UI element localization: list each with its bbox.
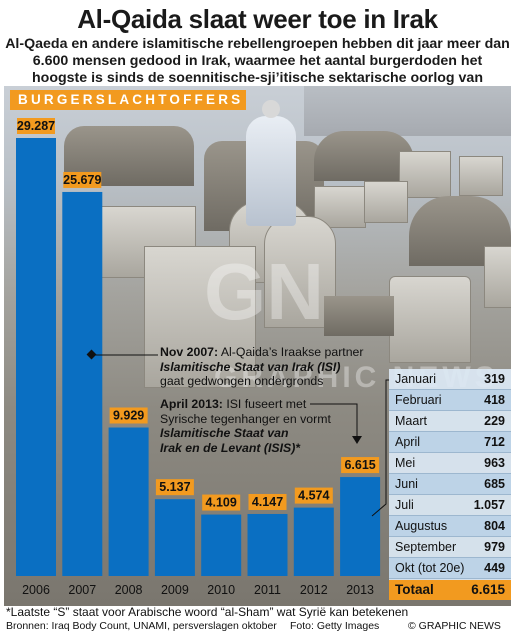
month-value: 712 [484,435,505,449]
bar-2011 [247,513,288,576]
annotation-nov-2007: Nov 2007: Al-Qaida’s Iraakse partner Isl… [160,345,363,389]
monthly-table: Januari 319 Februari 418 Maart 229 April 712 Mei… [389,369,511,599]
x-tick-label: 2008 [115,583,143,597]
month-row: Januari 319 [389,369,511,390]
chart-title: Al-Qaida slaat weer toe in Irak [77,4,438,34]
annotation-apr-2013-date: April 2013: [160,397,223,411]
value-label-box [17,118,55,134]
bar-2009 [154,499,195,576]
x-tick-label: 2007 [68,583,96,597]
month-row: Okt (tot 20e) 449 [389,558,511,579]
value-label-box [294,487,333,504]
total-label: Totaal [395,582,434,597]
bar-2012 [293,507,334,576]
month-row: Mei 963 [389,453,511,474]
value-label-box [109,407,148,424]
annotation-apr-2013-name2: Irak en de Levant (ISIS)* [160,440,301,455]
x-tick-label: 2006 [22,583,50,597]
annotation-apr-2013: April 2013: ISI fuseert met Syrische teg… [160,397,331,455]
annotation-nov-2007-text1: Al-Qaida’s Iraakse partner [220,345,364,359]
month-row: Juni 685 [389,474,511,495]
table-connector [371,379,390,517]
bar-2007 [62,191,103,576]
month-name: Juni [395,477,418,491]
month-value: 449 [484,561,505,575]
annotation-apr-2013-text2: Syrische tegenhanger en vormt [160,411,331,426]
month-value: 1.057 [473,498,505,512]
value-label: 9.929 [113,409,144,423]
chart-subtitle: Al-Qaeda en andere islamitische rebellen… [5,36,510,103]
value-label-box [248,493,287,510]
month-name: September [395,540,457,554]
value-label: 29.287 [17,119,55,133]
value-label: 4.574 [298,489,329,503]
month-value: 418 [484,393,505,407]
month-name: Juli [395,498,414,512]
bar-2013 [340,477,381,576]
annotation-leader-2013 [310,403,358,436]
month-name: Maart [395,414,427,428]
month-name: Februari [395,393,442,407]
annotation-marker-2013 [352,436,362,444]
value-label-box [63,171,102,188]
value-label-box [341,457,380,474]
month-value: 229 [484,414,505,428]
footnote: *Laatste “S” staat voor Arabische woord … [6,605,409,619]
x-tick-label: 2010 [207,583,235,597]
month-row: April 712 [389,432,511,453]
month-value: 963 [484,456,505,470]
annotation-nov-2007-name: Islamitische Staat van Irak (ISI) [160,359,341,374]
x-tick-label: 2012 [300,583,328,597]
value-label: 4.147 [252,495,283,509]
month-name: Mei [395,456,416,470]
month-row: Juli 1.057 [389,495,511,516]
month-name: Okt (tot 20e) [395,561,465,575]
bar-2008 [108,427,149,576]
copyright: © GRAPHIC NEWS [408,620,501,632]
month-value: 319 [484,372,505,386]
annotation-apr-2013-name1: Islamitische Staat van [160,426,289,440]
photo-credit: Foto: Getty Images [290,620,380,632]
sources: Bronnen: Iraq Body Count, UNAMI, persver… [6,620,277,632]
month-row: Februari 418 [389,390,511,411]
value-label-box [155,479,194,496]
month-value: 804 [484,519,505,533]
bar-2006 [16,138,56,576]
total-value: 6.615 [471,582,505,597]
x-tick-label: 2013 [346,583,374,597]
month-value: 979 [484,540,505,554]
annotation-nov-2007-date: Nov 2007: [160,345,219,359]
month-row: Maart 229 [389,411,511,432]
x-tick-label: 2011 [254,583,281,597]
month-row: September 979 [389,537,511,558]
month-name: April [395,435,421,449]
annotation-apr-2013-text1: ISI fuseert met [226,397,307,411]
month-name: Augustus [395,519,448,533]
bar-2010 [201,514,242,576]
month-row: Augustus 804 [389,516,511,537]
annotation-nov-2007-text2: gaat gedwongen ondergronds [160,374,324,388]
month-name: Januari [395,372,436,386]
value-label: 25.679 [63,173,101,187]
value-label: 5.137 [159,480,190,494]
month-value: 685 [484,477,505,491]
value-label: 4.109 [206,496,237,510]
value-label-box [202,494,241,511]
total-row: Totaal 6.615 [389,580,511,600]
chart-header-label: BURGERSLACHTOFFERS [10,90,246,110]
value-label: 6.615 [344,458,375,472]
x-tick-label: 2009 [161,583,189,597]
